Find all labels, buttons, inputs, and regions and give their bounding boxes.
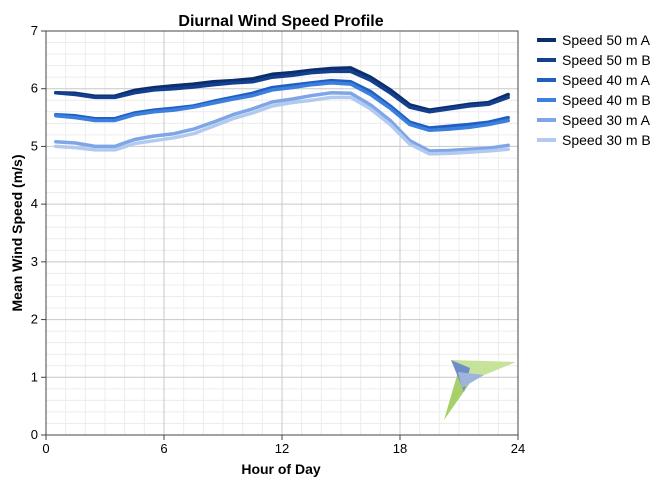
legend-label: Speed 40 m B (562, 92, 651, 108)
x-tick-label: 18 (393, 441, 407, 456)
series-line-5 (54, 91, 510, 153)
series-lines (54, 66, 510, 156)
x-axis-label: Hour of Day (241, 461, 321, 477)
y-tick-label: 5 (31, 138, 38, 153)
y-tick-label: 6 (31, 81, 38, 96)
y-tick-label: 7 (31, 23, 38, 38)
y-tick-label: 2 (31, 312, 38, 327)
series-line-6 (54, 95, 510, 156)
y-axis-ticks: 0 1 2 3 4 5 6 7 (31, 23, 46, 442)
x-tick-label: 6 (160, 441, 167, 456)
x-tick-label: 12 (275, 441, 289, 456)
y-tick-label: 1 (31, 369, 38, 384)
x-tick-label: 0 (42, 441, 49, 456)
legend-label: Speed 50 m A (562, 32, 651, 48)
x-tick-label: 24 (511, 441, 525, 456)
logo-icon (444, 360, 516, 420)
legend: Speed 50 m A Speed 50 m B Speed 40 m A Spee… (537, 32, 651, 148)
y-tick-label: 3 (31, 254, 38, 269)
y-tick-label: 0 (31, 427, 38, 442)
legend-label: Speed 50 m B (562, 52, 651, 68)
legend-label: Speed 30 m A (562, 112, 651, 128)
series-line-4 (54, 81, 510, 133)
legend-label: Speed 30 m B (562, 132, 651, 148)
y-tick-label: 4 (31, 196, 38, 211)
y-axis-label: Mean Wind Speed (m/s) (9, 154, 25, 311)
major-grid (46, 31, 518, 435)
x-axis-ticks: 0 6 12 18 24 (42, 435, 525, 456)
chart-title: Diurnal Wind Speed Profile (178, 13, 383, 30)
legend-label: Speed 40 m A (562, 72, 651, 88)
series-line-2 (54, 69, 510, 114)
